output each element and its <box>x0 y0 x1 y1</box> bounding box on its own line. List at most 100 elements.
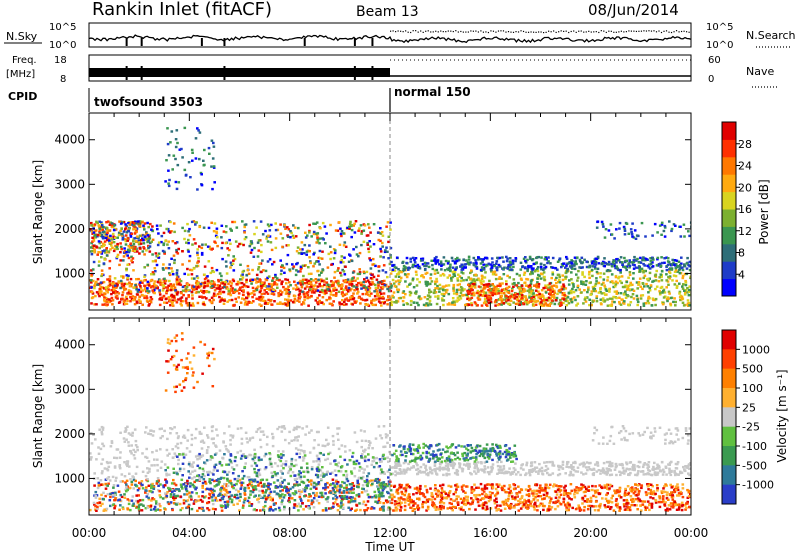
velocity-cell <box>158 490 161 493</box>
power-cell <box>148 237 152 240</box>
power-cell <box>425 271 429 275</box>
power-cell <box>187 273 190 276</box>
power-cell <box>90 286 93 289</box>
power-cell <box>366 279 370 282</box>
power-cell <box>233 220 237 224</box>
power-cell <box>669 302 672 305</box>
velocity-cell <box>371 481 375 484</box>
power-cell <box>671 258 674 262</box>
power-cell <box>577 269 580 273</box>
power-cell <box>421 259 424 262</box>
velocity-cell <box>389 484 393 487</box>
power-cell <box>192 285 196 288</box>
velocity-cell <box>172 498 176 502</box>
power-cell <box>156 254 160 257</box>
power-cell <box>397 271 401 274</box>
power-cell <box>449 263 452 266</box>
power-cell <box>468 286 471 289</box>
velocity-cell <box>386 484 389 488</box>
power-cell <box>531 272 534 275</box>
power-cell <box>648 267 652 270</box>
power-cell <box>320 301 323 304</box>
velocity-cell <box>135 485 139 488</box>
power-cell <box>213 289 217 292</box>
power-cell <box>613 262 616 266</box>
power-cell <box>542 295 545 298</box>
power-cell <box>473 286 477 289</box>
power-cell <box>445 284 448 287</box>
power-cell <box>92 244 96 247</box>
power-cell <box>570 271 573 274</box>
power-cell <box>165 292 168 295</box>
power-cell <box>468 291 471 294</box>
power-cell <box>678 292 681 295</box>
velocity-cell <box>201 486 204 489</box>
power-cell <box>355 245 358 249</box>
power-cell <box>572 283 575 286</box>
power-cell <box>379 255 382 258</box>
power-cell <box>389 228 392 231</box>
power-cell <box>270 283 274 286</box>
noise-search-dot <box>630 30 632 32</box>
power-cell <box>357 255 360 258</box>
power-cell <box>244 223 248 226</box>
velocity-cell <box>281 489 284 492</box>
power-cell <box>173 258 176 262</box>
power-cell <box>194 223 197 226</box>
power-cell <box>108 259 112 263</box>
velocity-cell <box>123 496 127 499</box>
velocity-cell <box>338 491 342 494</box>
power-cell <box>196 251 199 254</box>
power-cell <box>174 242 177 245</box>
power-cell <box>532 295 535 299</box>
power-cell <box>167 169 170 172</box>
power-cell <box>672 223 676 226</box>
velocity-cell <box>258 489 261 493</box>
power-cell <box>524 259 527 263</box>
velocity-cell <box>355 494 358 497</box>
power-cell <box>119 259 122 262</box>
velocity-cell <box>152 485 156 489</box>
power-cell <box>358 251 362 255</box>
power-cell <box>245 301 249 304</box>
power-cell <box>542 298 546 302</box>
power-cell <box>150 240 153 243</box>
power-cell <box>266 292 270 295</box>
power-cell <box>482 263 485 266</box>
velocity-cell <box>127 441 130 444</box>
velocity-cell <box>350 500 354 503</box>
power-cell <box>228 299 231 302</box>
power-cell <box>197 257 200 260</box>
power-cell <box>680 262 683 265</box>
velocity-cell <box>149 508 153 511</box>
velocity-cell <box>119 480 123 483</box>
power-cell <box>684 291 687 294</box>
power-cell <box>118 220 121 223</box>
velocity-cell <box>372 507 376 510</box>
power-cell <box>315 233 319 237</box>
power-cell <box>565 257 569 260</box>
velocity-cell <box>362 487 365 491</box>
power-cell <box>329 245 332 248</box>
power-cell <box>566 299 569 303</box>
velocity-cell <box>136 501 140 505</box>
power-cell <box>493 292 497 295</box>
velocity-cell <box>345 491 349 494</box>
velocity-cell <box>218 492 222 495</box>
power-cell <box>531 302 535 306</box>
power-cell <box>269 241 273 244</box>
power-cell <box>529 272 532 276</box>
power-cell <box>312 279 315 282</box>
power-cell <box>467 283 470 286</box>
power-cell <box>314 222 317 225</box>
power-cell <box>487 299 490 302</box>
power-cell <box>466 290 470 293</box>
power-cell <box>382 297 385 300</box>
power-cell <box>352 297 355 301</box>
power-cell <box>444 259 448 263</box>
power-cell <box>621 285 625 289</box>
velocity-cell <box>156 508 160 511</box>
power-cell <box>314 232 317 235</box>
velocity-cell <box>320 491 324 495</box>
power-cell <box>151 253 154 256</box>
